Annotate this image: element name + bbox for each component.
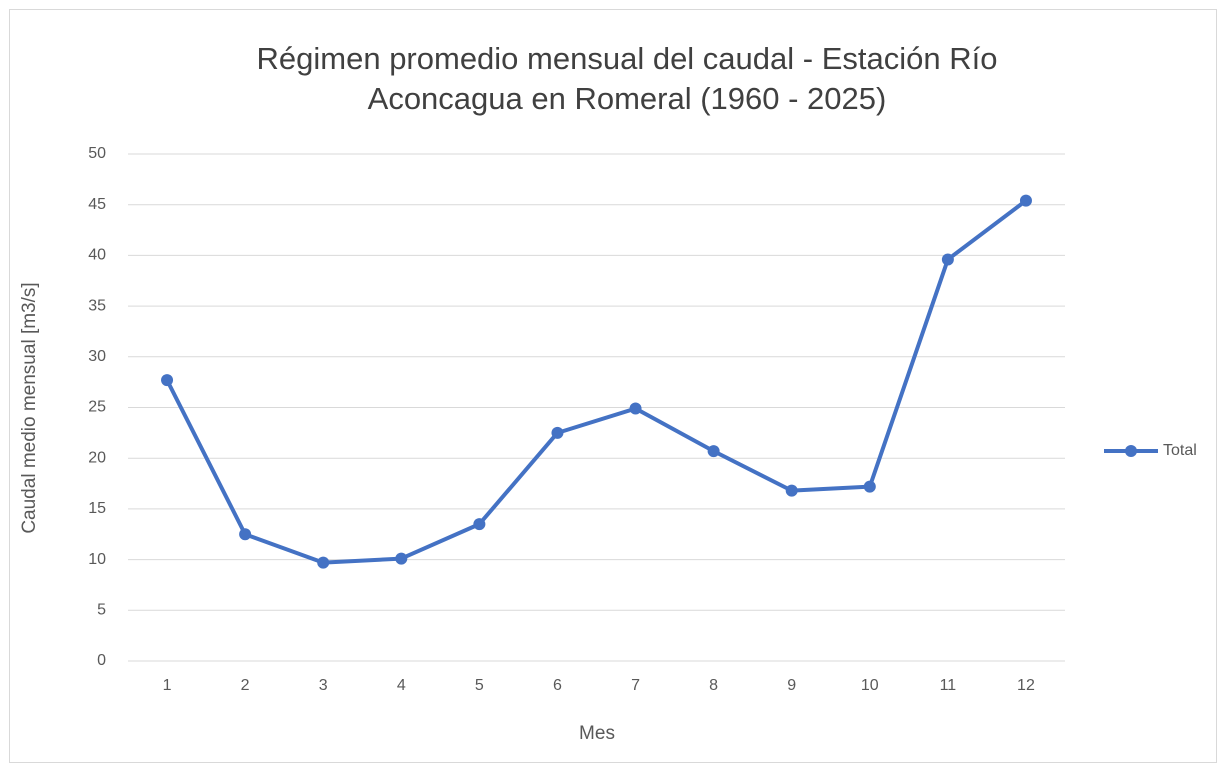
- marker: [707, 445, 720, 458]
- y-tick-label: 35: [88, 297, 106, 314]
- x-tick-label: 1: [163, 677, 172, 694]
- x-tick-label: 4: [397, 677, 406, 694]
- marker: [941, 253, 954, 266]
- x-tick-label: 7: [631, 677, 640, 694]
- marker: [785, 484, 798, 497]
- x-tick-label: 10: [861, 677, 879, 694]
- marker: [239, 528, 252, 541]
- line: [165, 199, 1028, 565]
- marker: [863, 480, 876, 493]
- marker: [473, 518, 486, 531]
- x-tick-label: 6: [553, 677, 562, 694]
- chart-frame: [9, 9, 1217, 763]
- y-tick-label: 50: [88, 145, 106, 162]
- x-tick-label: 2: [241, 677, 250, 694]
- chart-title: Aconcagua en Romeral (1960 - 2025): [368, 81, 887, 116]
- marker: [317, 556, 330, 569]
- y-tick-label: 15: [88, 500, 106, 517]
- marker: [395, 552, 408, 565]
- x-tick-label: 8: [709, 677, 718, 694]
- marker: [629, 402, 642, 415]
- chart-title: Régimen promedio mensual del caudal - Es…: [257, 41, 998, 76]
- marker: [161, 374, 174, 387]
- marker: [1019, 194, 1032, 207]
- marker: [551, 426, 564, 439]
- y-tick-label: 0: [97, 652, 106, 669]
- legend-label: Total: [1163, 442, 1197, 459]
- y-tick-label: 5: [97, 602, 106, 619]
- y-tick-label: 10: [88, 551, 106, 568]
- y-tick-label: 30: [88, 348, 106, 365]
- y-tick-label: 20: [88, 449, 106, 466]
- x-tick-label: 5: [475, 677, 484, 694]
- x-tick-label: 12: [1017, 677, 1035, 694]
- y-tick-label: 40: [88, 247, 106, 264]
- x-tick-label: 3: [319, 677, 328, 694]
- x-tick-label: 9: [787, 677, 796, 694]
- x-axis-title: Mes: [579, 723, 615, 744]
- y-tick-label: 25: [88, 399, 106, 416]
- legend-marker: [1125, 445, 1137, 457]
- y-axis-title: Caudal medio mensual [m3/s]: [19, 282, 40, 533]
- x-tick-label: 11: [940, 677, 957, 694]
- y-tick-label: 45: [88, 196, 106, 213]
